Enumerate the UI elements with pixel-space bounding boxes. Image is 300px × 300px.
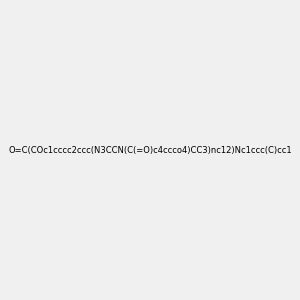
Text: O=C(COc1cccc2ccc(N3CCN(C(=O)c4ccco4)CC3)nc12)Nc1ccc(C)cc1: O=C(COc1cccc2ccc(N3CCN(C(=O)c4ccco4)CC3)… [8, 146, 292, 154]
